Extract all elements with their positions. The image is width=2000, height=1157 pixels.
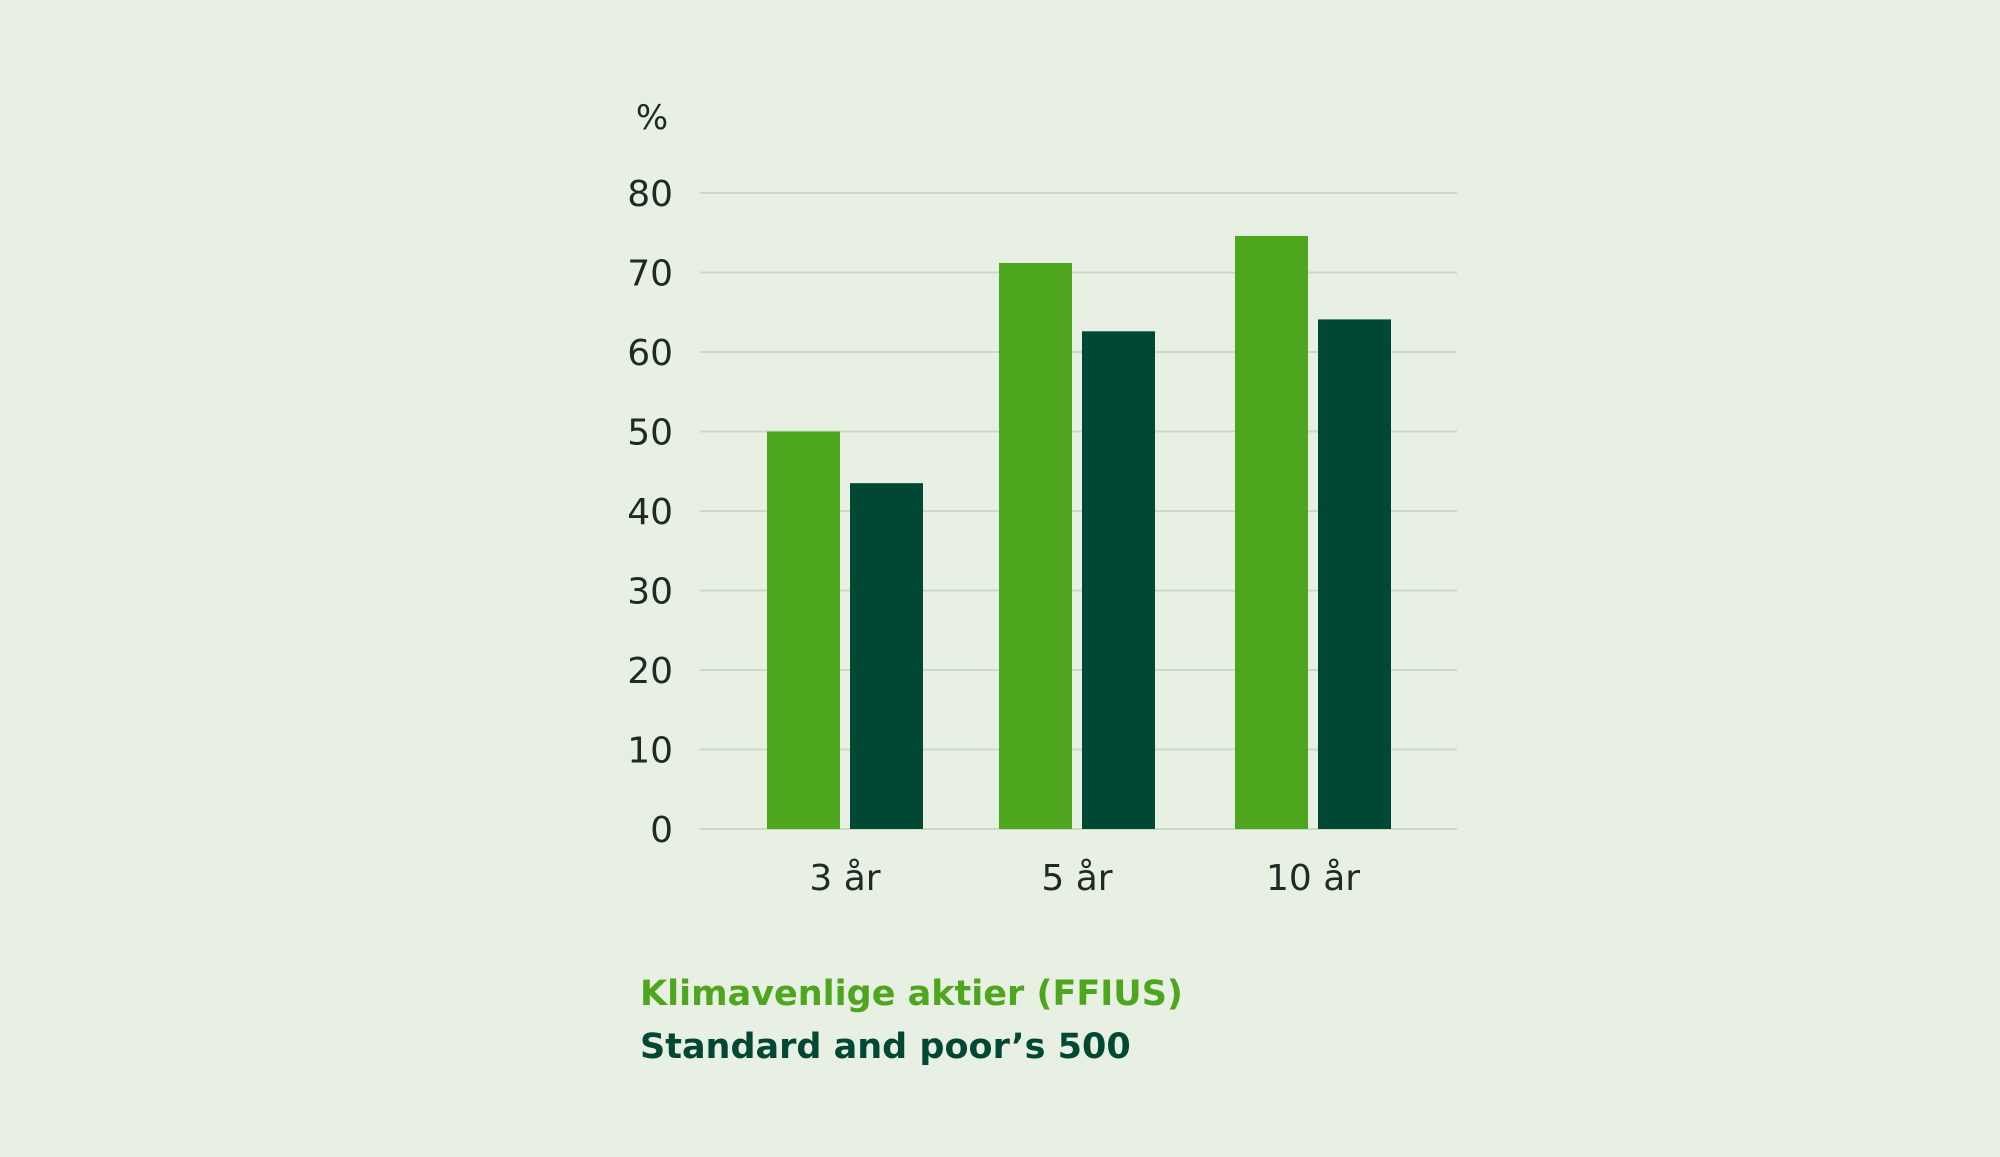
y-tick-label: 60 xyxy=(627,333,673,374)
y-axis-unit-label: % xyxy=(636,98,668,138)
bar-sp500-2 xyxy=(1318,319,1391,829)
x-axis-ticks: 3 år 5 år 10 år xyxy=(809,858,1360,899)
x-category-label: 3 år xyxy=(809,858,880,899)
y-tick-label: 10 xyxy=(627,731,673,772)
legend-item-sp500: Standard and poor’s 500 xyxy=(640,1027,1131,1067)
y-tick-label: 20 xyxy=(627,651,673,692)
bar-sp500-1 xyxy=(1082,331,1155,829)
y-axis-ticks: 0 10 20 30 40 50 60 70 80 xyxy=(627,174,673,851)
x-category-label: 5 år xyxy=(1041,858,1112,899)
bar-ffius-1 xyxy=(999,262,1072,830)
y-tick-label: 40 xyxy=(627,492,673,533)
y-tick-label: 70 xyxy=(627,254,673,295)
y-tick-label: 0 xyxy=(650,810,673,851)
bar-ffius-2 xyxy=(1235,235,1308,829)
x-category-label: 10 år xyxy=(1266,858,1360,899)
y-tick-label: 30 xyxy=(627,572,673,613)
y-tick-label: 80 xyxy=(627,174,673,215)
y-tick-label: 50 xyxy=(627,413,673,454)
bar-ffius-0 xyxy=(767,431,840,829)
bar-sp500-0 xyxy=(850,483,923,829)
bars xyxy=(767,235,1391,830)
legend: Klimavenlige aktier (FFIUS) Standard and… xyxy=(640,968,1183,1074)
legend-item-ffius: Klimavenlige aktier (FFIUS) xyxy=(640,974,1183,1014)
